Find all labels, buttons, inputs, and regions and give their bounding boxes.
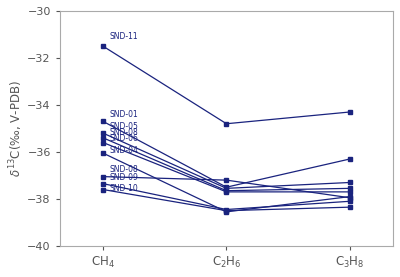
Text: SND-04: SND-04 — [109, 147, 138, 155]
Text: SND-01: SND-01 — [109, 110, 138, 119]
Text: SND-11: SND-11 — [109, 32, 138, 41]
Text: SND-08: SND-08 — [109, 128, 138, 137]
Text: SND-10: SND-10 — [109, 184, 138, 193]
Text: SND-08: SND-08 — [109, 165, 138, 174]
Text: SND-05: SND-05 — [109, 122, 138, 131]
Text: SND-06: SND-06 — [109, 134, 138, 143]
Y-axis label: $\delta^{13}$C(‰, V-PDB): $\delta^{13}$C(‰, V-PDB) — [7, 80, 24, 177]
Text: SND-09: SND-09 — [109, 173, 138, 183]
